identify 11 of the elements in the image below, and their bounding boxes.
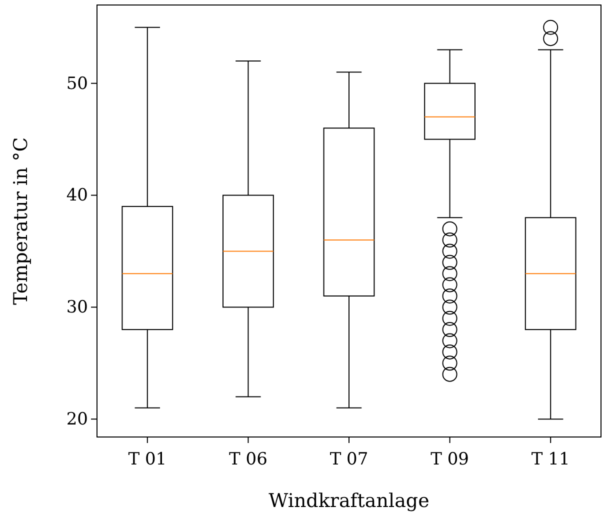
y-tick-label: 20 (66, 410, 88, 430)
x-tick-label: T 09 (430, 450, 469, 470)
y-axis-title: Temperatur in °C (10, 137, 32, 305)
y-tick-label: 30 (66, 298, 88, 318)
x-tick-label: T 06 (229, 450, 268, 470)
x-axis-title: Windkraftanlage (268, 490, 430, 512)
x-tick-label: T 07 (330, 450, 368, 470)
y-tick-label: 40 (66, 186, 88, 206)
x-tick-label: T 01 (128, 450, 167, 470)
x-tick-label: T 11 (531, 450, 570, 470)
y-tick-label: 50 (66, 74, 88, 94)
